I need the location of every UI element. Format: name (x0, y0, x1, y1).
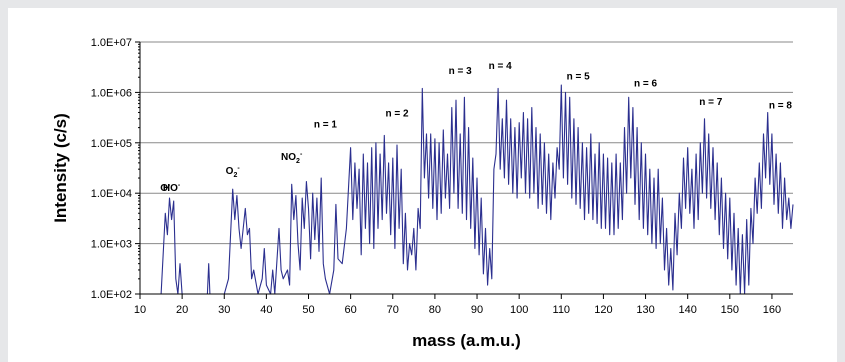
y-tick-label: 1.0E+03 (91, 239, 132, 251)
y-tick-label: 1.0E+05 (91, 138, 132, 150)
chart-panel: 1.0E+02 1.0E+03 1.0E+04 1.0E+05 1.0E+06 1.0E+… (8, 8, 837, 362)
annotations: O-HO- O2- NO2- n = 1 n = 2 n = 3 n = 4 n = 5 n =… (160, 61, 792, 194)
peak-annotation: n = 4 (489, 61, 513, 72)
peak-annotation: HO- (163, 182, 181, 194)
axes: 1.0E+02 1.0E+03 1.0E+04 1.0E+05 1.0E+06 1.0E+… (91, 37, 793, 316)
x-tick-label: 50 (302, 304, 314, 316)
x-tick-label: 160 (763, 304, 781, 316)
peak-annotation: n = 1 (314, 120, 338, 131)
peak-annotation: n = 6 (634, 79, 658, 90)
y-axis-title: Intensity (c/s) (51, 113, 70, 223)
x-tick-label: 70 (387, 304, 399, 316)
y-tick-label: 1.0E+04 (91, 188, 132, 200)
peak-annotation: O- (160, 182, 171, 194)
x-tick-label: 120 (594, 304, 612, 316)
peak-annotation: O2- (226, 165, 241, 179)
x-tick-label: 10 (134, 304, 146, 316)
peak-annotation: n = 5 (567, 72, 591, 83)
x-tick-label: 110 (553, 304, 571, 316)
x-tick-label: 90 (471, 304, 483, 316)
y-tick-label: 1.0E+06 (91, 87, 132, 99)
x-tick-label: 20 (176, 304, 188, 316)
mass-spectrum-chart: 1.0E+02 1.0E+03 1.0E+04 1.0E+05 1.0E+06 1.0E+… (51, 37, 794, 350)
peak-annotation: n = 2 (385, 109, 409, 120)
x-tick-label: 140 (678, 304, 696, 316)
series-group (156, 84, 794, 295)
x-axis-title: mass (a.m.u.) (412, 331, 521, 350)
peak-annotation: n = 8 (769, 100, 793, 111)
x-tick-label: 60 (345, 304, 357, 316)
x-tick-label: 150 (721, 304, 739, 316)
x-tick-label: 40 (260, 304, 272, 316)
peak-annotation: n = 3 (449, 66, 473, 77)
y-tick-label: 1.0E+07 (91, 37, 132, 49)
x-tick-label: 100 (510, 304, 528, 316)
x-tick-label: 130 (636, 304, 654, 316)
series-line-0 (156, 84, 794, 295)
peak-annotation: n = 7 (699, 97, 723, 108)
peak-annotation: NO2- (281, 151, 303, 165)
y-tick-label: 1.0E+02 (91, 289, 132, 301)
x-tick-label: 80 (429, 304, 441, 316)
x-tick-label: 30 (218, 304, 230, 316)
